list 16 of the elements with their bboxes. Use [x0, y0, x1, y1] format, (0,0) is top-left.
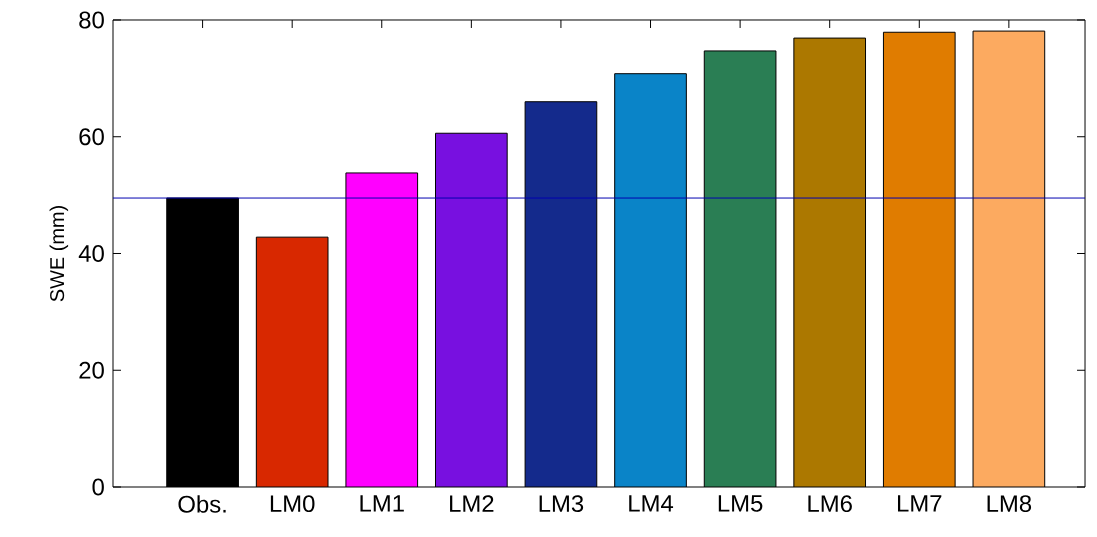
x-tick-label: LM7 — [897, 495, 942, 512]
y-tick-label: 60 — [79, 128, 104, 146]
x-tick-label: LM6 — [808, 495, 852, 513]
x-tick-label: LM0 — [270, 495, 315, 513]
y-tick-label: 80 — [79, 11, 104, 29]
y-axis-title: SWE (mm) — [49, 206, 69, 302]
y-tick-label: 20 — [79, 361, 104, 379]
y-tick-label: 0 — [92, 478, 104, 496]
x-tick-label: LM8 — [987, 495, 1032, 513]
x-tick-label: LM1 — [360, 495, 404, 512]
x-tick-label: Obs. — [178, 495, 226, 513]
x-tick-label: LM4 — [629, 495, 674, 512]
y-tick-label: 40 — [78, 245, 104, 262]
x-tick-label: LM5 — [718, 495, 763, 512]
x-tick-label: LM2 — [450, 495, 494, 512]
x-tick-label: LM3 — [539, 495, 584, 513]
